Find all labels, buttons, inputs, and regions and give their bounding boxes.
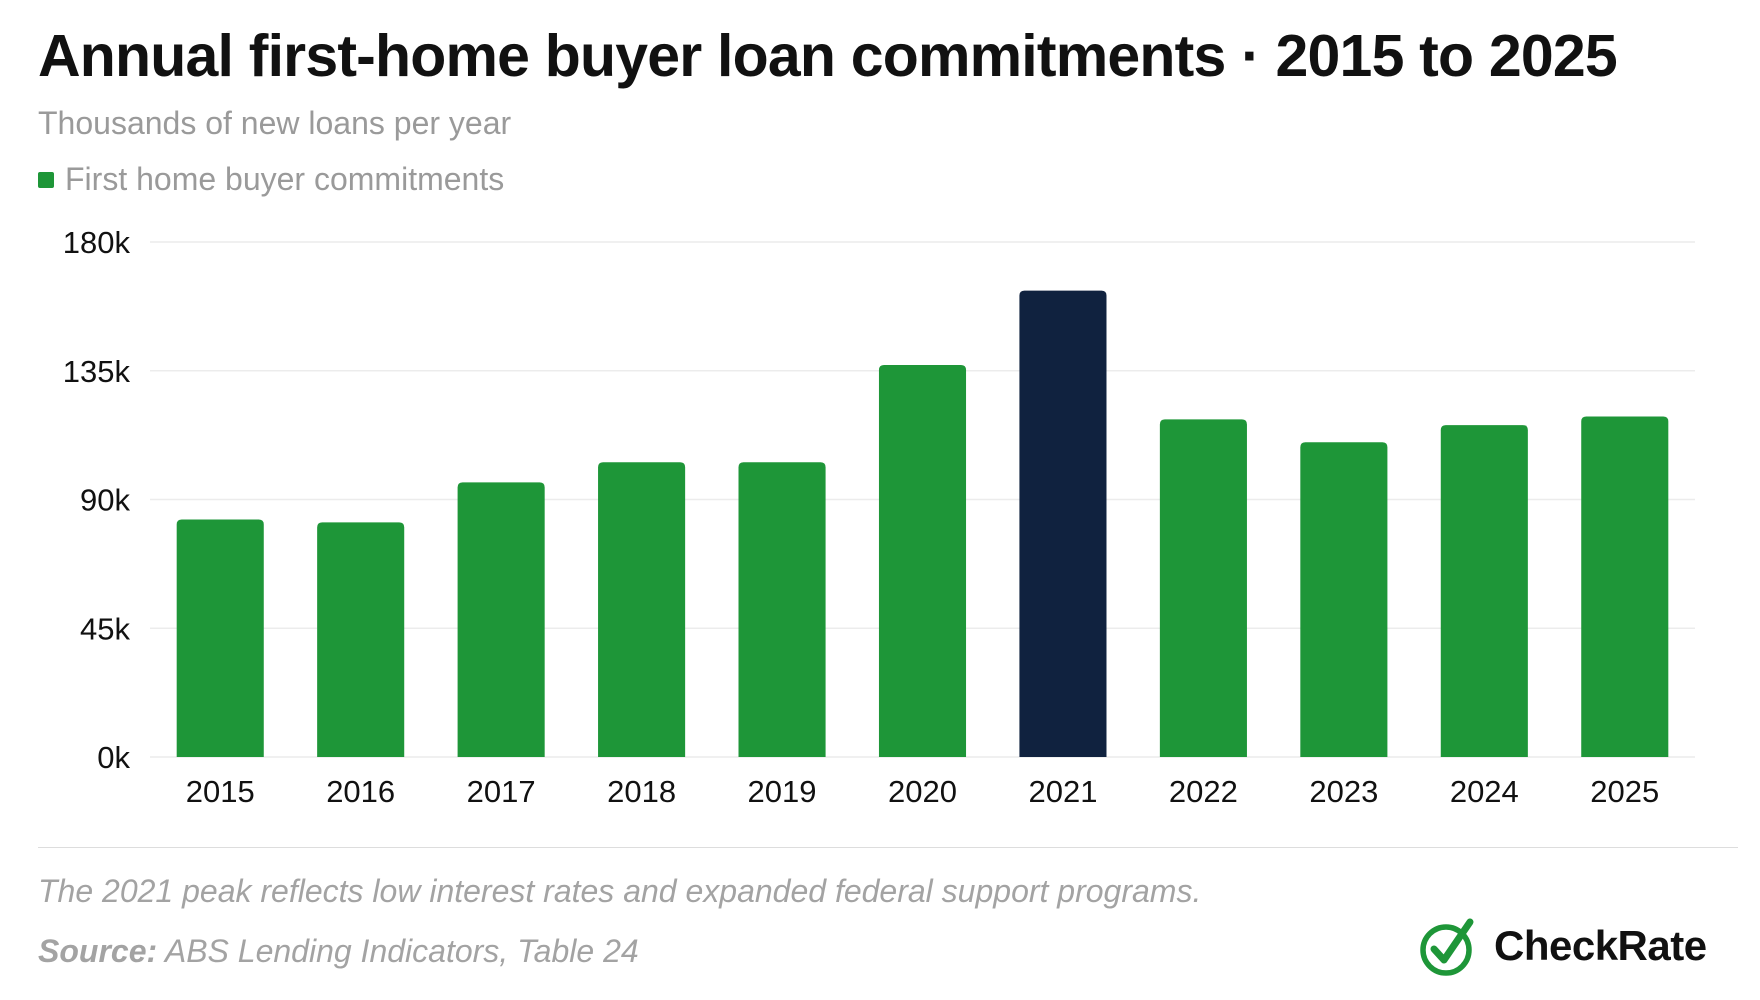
x-tick-label: 2018 — [607, 774, 676, 809]
bar-2023 — [1300, 442, 1388, 757]
legend-label: First home buyer commitments — [65, 161, 505, 197]
x-tick-label: 2016 — [326, 774, 395, 809]
source-prefix: Source: — [38, 933, 158, 969]
check-circle-icon — [1420, 918, 1474, 976]
y-tick-label: 0k — [97, 740, 130, 775]
x-tick-label: 2015 — [186, 774, 255, 809]
chart-subtitle: Thousands of new loans per year — [38, 105, 512, 141]
bar-2025 — [1581, 416, 1669, 757]
y-tick-label: 90k — [80, 483, 130, 518]
chart-source: Source: ABS Lending Indicators, Table 24 — [38, 933, 639, 970]
bar-2019 — [738, 462, 826, 757]
bar-2021 — [1019, 290, 1107, 757]
y-axis-labels: 0k 45k 90k 135k 180k — [63, 225, 131, 775]
x-tick-label: 2023 — [1309, 774, 1378, 809]
bar-2017 — [457, 482, 545, 757]
footer-divider — [38, 847, 1738, 848]
bar-2015 — [176, 519, 264, 757]
bar-2016 — [317, 522, 405, 757]
x-tick-label: 2022 — [1169, 774, 1238, 809]
brand-logo: CheckRate — [1416, 912, 1707, 980]
x-axis-labels: 2015 2016 2017 2018 2019 2020 2021 2022 2023 2024… — [186, 774, 1660, 809]
source-text: ABS Lending Indicators, Table 24 — [164, 933, 639, 969]
bar-2018 — [598, 462, 686, 757]
chart-title: Annual first-home buyer loan commitments… — [38, 23, 1618, 89]
x-tick-label: 2017 — [467, 774, 536, 809]
chart-note: The 2021 peak reflects low interest rate… — [38, 873, 1202, 909]
x-tick-label: 2021 — [1028, 774, 1097, 809]
bar-2024 — [1440, 425, 1528, 757]
y-tick-label: 180k — [63, 225, 131, 260]
x-tick-label: 2019 — [748, 774, 817, 809]
legend-swatch — [38, 171, 54, 188]
bar-2020 — [878, 365, 967, 757]
chart-legend: First home buyer commitments — [38, 161, 504, 198]
x-tick-label: 2024 — [1450, 774, 1519, 809]
bar-chart: 0k 45k 90k 135k 180k 2015 2016 2017 2018 2019 202… — [63, 225, 1695, 809]
x-tick-label: 2025 — [1590, 774, 1659, 809]
bars — [176, 290, 1669, 757]
x-tick-label: 2020 — [888, 774, 957, 809]
y-tick-label: 135k — [63, 354, 131, 389]
bar-2022 — [1159, 419, 1247, 757]
brand-name: CheckRate — [1494, 922, 1707, 969]
y-tick-label: 45k — [80, 611, 130, 646]
